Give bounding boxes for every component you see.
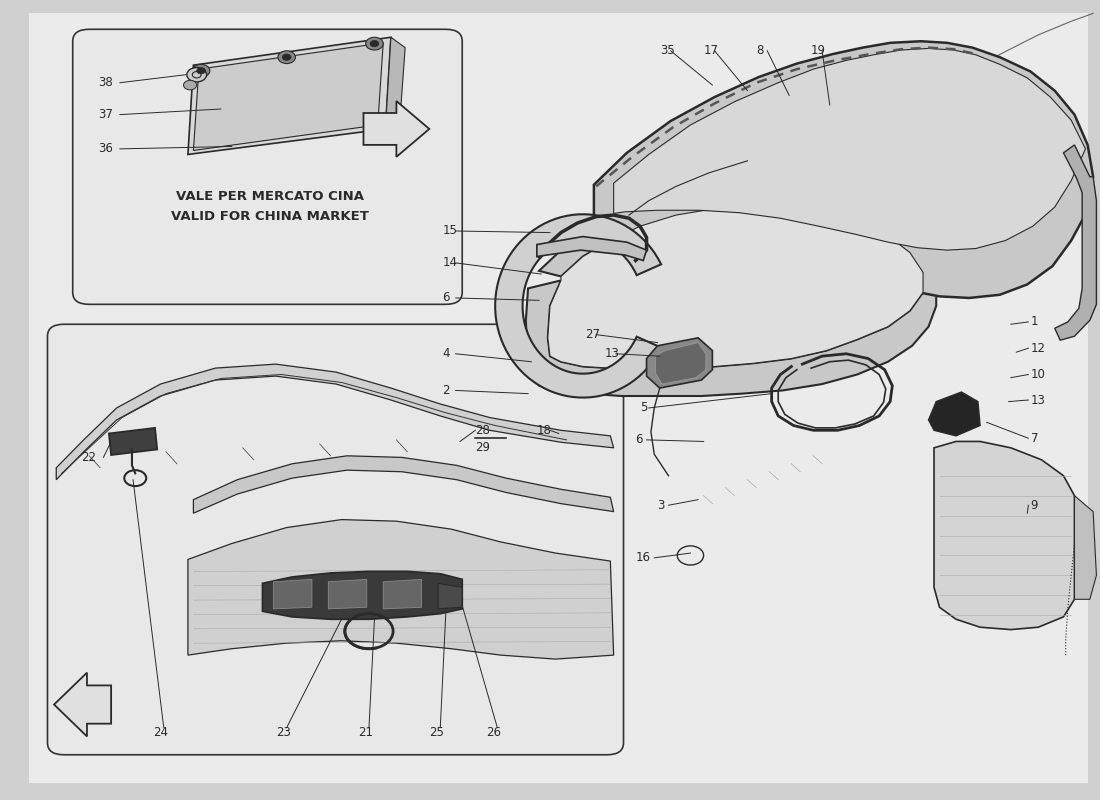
Text: 27: 27 [585,328,601,341]
Text: 13: 13 [605,347,619,360]
Polygon shape [1075,496,1097,599]
Circle shape [283,54,292,60]
Text: 21: 21 [358,726,373,739]
Text: 4: 4 [442,347,450,360]
Polygon shape [188,38,390,154]
Circle shape [365,38,383,50]
Text: 12: 12 [1031,342,1046,354]
Text: VALE PER MERCATO CINA: VALE PER MERCATO CINA [176,190,364,203]
Polygon shape [526,193,936,396]
Text: 13: 13 [1031,394,1045,406]
Circle shape [184,80,197,90]
Polygon shape [934,442,1075,630]
Polygon shape [329,579,366,609]
Circle shape [192,64,210,77]
Circle shape [197,67,206,74]
Polygon shape [438,583,462,609]
Text: 37: 37 [98,108,113,121]
Polygon shape [614,49,1086,250]
Text: 38: 38 [98,76,112,90]
Text: 23: 23 [276,726,290,739]
Text: 6: 6 [442,291,450,305]
Polygon shape [188,519,614,659]
Text: 26: 26 [486,726,502,739]
Polygon shape [647,338,713,388]
Polygon shape [109,428,157,455]
Circle shape [370,41,378,47]
Text: 24: 24 [153,726,168,739]
Text: 14: 14 [442,256,458,270]
Polygon shape [54,673,111,737]
Text: 29: 29 [475,442,491,454]
Text: 5: 5 [640,402,647,414]
Text: 1: 1 [1031,315,1038,328]
Polygon shape [1055,145,1097,340]
Text: 6: 6 [636,434,644,446]
Text: 17: 17 [704,44,718,58]
Text: 15: 15 [442,225,458,238]
Text: 19: 19 [811,44,826,58]
Polygon shape [385,38,405,138]
Polygon shape [363,101,429,157]
Polygon shape [274,579,312,609]
Text: 36: 36 [98,142,113,155]
Text: 8: 8 [757,44,763,58]
Polygon shape [383,579,421,609]
Text: 22: 22 [81,451,97,464]
Polygon shape [194,43,383,150]
Polygon shape [656,342,706,384]
Polygon shape [495,214,661,398]
Polygon shape [548,205,923,368]
Polygon shape [928,392,980,436]
Text: 3: 3 [658,498,664,512]
Polygon shape [194,456,614,514]
FancyBboxPatch shape [73,30,462,304]
FancyBboxPatch shape [47,324,624,754]
Text: 7: 7 [1031,432,1038,445]
Text: 2: 2 [442,384,450,397]
Text: 35: 35 [660,44,674,58]
Text: 28: 28 [475,424,491,437]
Text: 16: 16 [636,551,650,564]
Text: 10: 10 [1031,368,1045,381]
Polygon shape [263,571,462,619]
Polygon shape [537,237,647,261]
Polygon shape [56,364,614,480]
Circle shape [187,67,207,82]
Circle shape [278,51,296,63]
Text: 9: 9 [1031,498,1038,512]
Text: VALID FOR CHINA MARKET: VALID FOR CHINA MARKET [172,210,370,223]
Polygon shape [594,42,1093,298]
Text: 18: 18 [537,424,552,437]
Text: 25: 25 [429,726,444,739]
